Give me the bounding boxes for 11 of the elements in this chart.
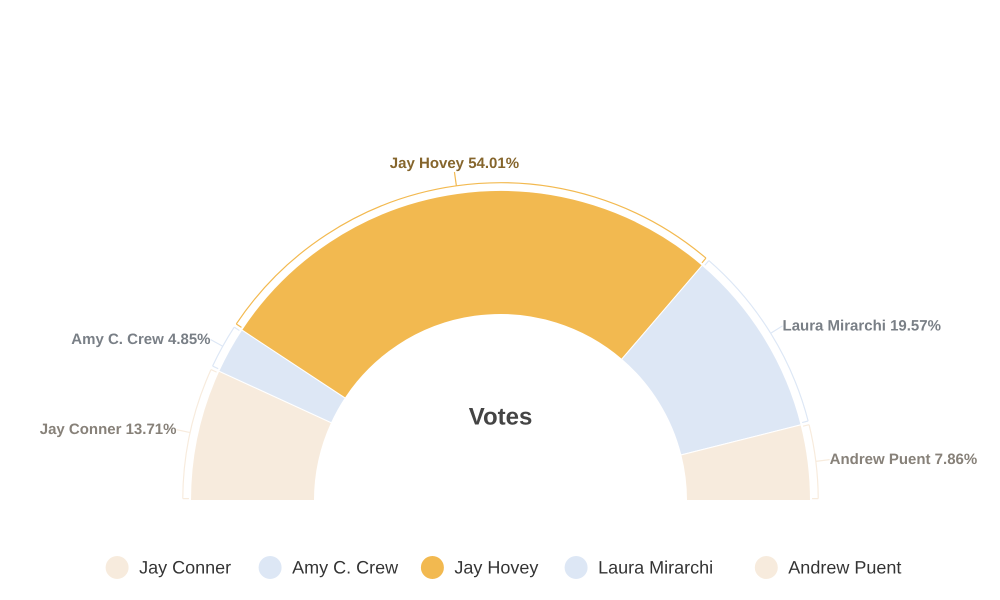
text: Votes <box>468 403 532 430</box>
data-label: Andrew Puent 7.86% <box>830 451 978 468</box>
legend-label: Jay Hovey <box>454 558 538 578</box>
data-label: Jay Hovey 54.01% <box>390 155 520 172</box>
legend-label: Laura Mirarchi <box>598 558 714 578</box>
data-label: Jay Conner 13.71% <box>40 421 176 438</box>
legend-label: Andrew Puent <box>788 558 902 578</box>
legend-label: Amy C. Crew <box>292 558 400 578</box>
data-label: Amy C. Crew 4.85% <box>71 330 211 348</box>
data-label: Laura Mirarchi 19.57% <box>782 317 941 334</box>
legend-label: Jay Conner <box>139 558 232 578</box>
